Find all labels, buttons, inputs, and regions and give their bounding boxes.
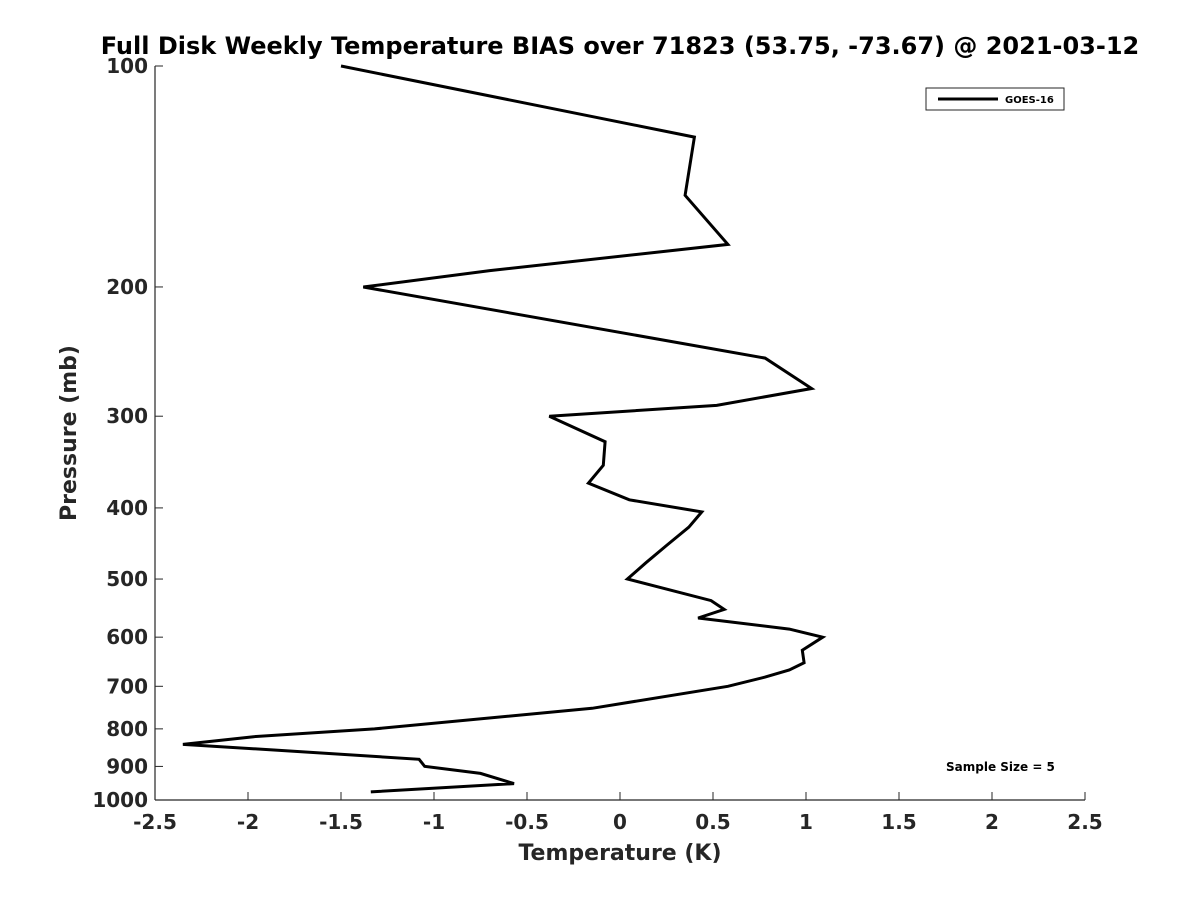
x-tick-label: 1.5	[881, 810, 916, 834]
x-tick-label: -1.5	[319, 810, 363, 834]
y-tick-label: 400	[106, 496, 148, 520]
x-axis-label: Temperature (K)	[518, 841, 721, 866]
y-tick-label: 100	[106, 54, 148, 78]
x-ticks: -2.5 -2 -1.5 -1 -0.5 0 0.5 1 1.5 2 2.5	[133, 792, 1103, 834]
plot-axes	[154, 66, 1085, 801]
y-tick-label: 600	[106, 625, 148, 649]
y-tick-label: 800	[106, 717, 148, 741]
chart-title: Full Disk Weekly Temperature BIAS over 7…	[101, 32, 1140, 60]
series-layer	[182, 64, 827, 794]
y-ticks: 100 200 300 400 500 600 700 800 900 1000	[92, 54, 163, 812]
y-tick-label: 500	[106, 567, 148, 591]
series-line-goes-16	[182, 64, 827, 794]
legend-label: GOES-16	[1005, 95, 1054, 106]
x-tick-label: 1	[799, 810, 813, 834]
sample-size-annotation: Sample Size = 5	[946, 760, 1055, 774]
y-tick-label: 1000	[92, 788, 148, 812]
x-tick-label: -2.5	[133, 810, 177, 834]
x-tick-label: 2.5	[1067, 810, 1102, 834]
y-tick-label: 900	[106, 754, 148, 778]
x-tick-label: -2	[237, 810, 259, 834]
y-tick-label: 200	[106, 275, 148, 299]
y-axis-label: Pressure (mb)	[57, 345, 82, 521]
x-tick-label: 0.5	[695, 810, 730, 834]
legend: GOES-16	[925, 87, 1065, 111]
x-tick-label: 2	[985, 810, 999, 834]
y-tick-label: 300	[106, 404, 148, 428]
x-tick-label: -0.5	[505, 810, 549, 834]
y-tick-label: 700	[106, 674, 148, 698]
x-tick-label: 0	[613, 810, 627, 834]
x-tick-label: -1	[423, 810, 445, 834]
